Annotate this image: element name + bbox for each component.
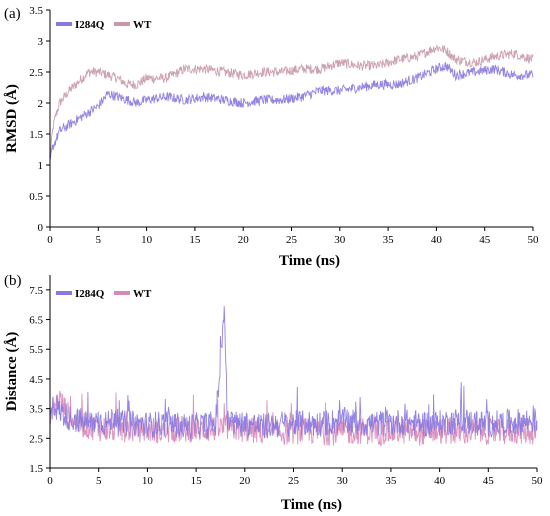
legend-label-1: WT: [133, 288, 152, 300]
y-tick-label: 2.5: [29, 433, 43, 445]
x-tick-label: 15: [189, 234, 201, 246]
y-tick-label: 0: [38, 222, 44, 234]
y-tick-label: 4.5: [29, 374, 43, 386]
y-tick-label: 2.5: [29, 67, 43, 79]
x-tick-label: 25: [288, 475, 300, 487]
y-tick-label: 0.5: [29, 191, 43, 203]
x-tick-label: 30: [334, 234, 346, 246]
x-tick-label: 10: [142, 475, 154, 487]
x-tick-label: 45: [479, 234, 491, 246]
x-tick-label: 40: [431, 234, 443, 246]
y-tick-label: 6.5: [29, 315, 43, 327]
y-axis-title: RMSD (Å): [4, 84, 20, 153]
x-tick-label: 20: [239, 475, 251, 487]
panel-label: (a): [4, 6, 21, 22]
x-tick-label: 0: [47, 234, 53, 246]
x-tick-label: 5: [96, 234, 102, 246]
x-tick-label: 50: [528, 234, 540, 246]
panel-label: (b): [4, 273, 22, 289]
x-tick-label: 35: [383, 234, 395, 246]
y-tick-label: 1.5: [29, 463, 43, 475]
x-tick-label: 5: [96, 475, 102, 487]
x-axis-title: Time (ns): [279, 253, 340, 269]
legend-label-1: WT: [133, 19, 152, 31]
x-tick-label: 25: [286, 234, 298, 246]
x-tick-label: 45: [483, 475, 495, 487]
y-axis-title: Distance (Å): [4, 332, 20, 412]
series-line-1-0: [49, 306, 538, 440]
x-tick-label: 50: [532, 475, 544, 487]
series-line-0-1: [49, 44, 534, 158]
x-tick-label: 15: [191, 475, 203, 487]
series-line-0-0: [49, 61, 534, 160]
legend-label-0: I284Q: [75, 288, 105, 300]
y-tick-label: 7.5: [29, 285, 43, 297]
y-tick-label: 3.5: [29, 404, 43, 416]
y-tick-label: 5.5: [29, 344, 43, 356]
x-tick-label: 40: [434, 475, 446, 487]
panel-1: 0 5 10 15 20 25 30 35 40 45 50 1.5 2.5 3.5 4.5 5.5 6.5 7.…: [4, 273, 543, 513]
y-tick-label: 2: [38, 98, 44, 110]
x-tick-label: 20: [238, 234, 250, 246]
y-tick-label: 3.5: [29, 5, 43, 17]
x-tick-label: 0: [47, 475, 53, 487]
y-tick-label: 1: [38, 160, 44, 172]
panel-0: 0 5 10 15 20 25 30 35 40 45 50 0 0.5 1 1.5 2 2.5 3 3.5 Time…: [4, 5, 539, 269]
y-tick-label: 1.5: [29, 129, 43, 141]
x-tick-label: 30: [337, 475, 349, 487]
y-tick-label: 3: [38, 36, 44, 48]
x-tick-label: 35: [385, 475, 397, 487]
x-axis-title: Time (ns): [281, 497, 342, 513]
legend-label-0: I284Q: [75, 19, 105, 31]
x-tick-label: 10: [141, 234, 153, 246]
